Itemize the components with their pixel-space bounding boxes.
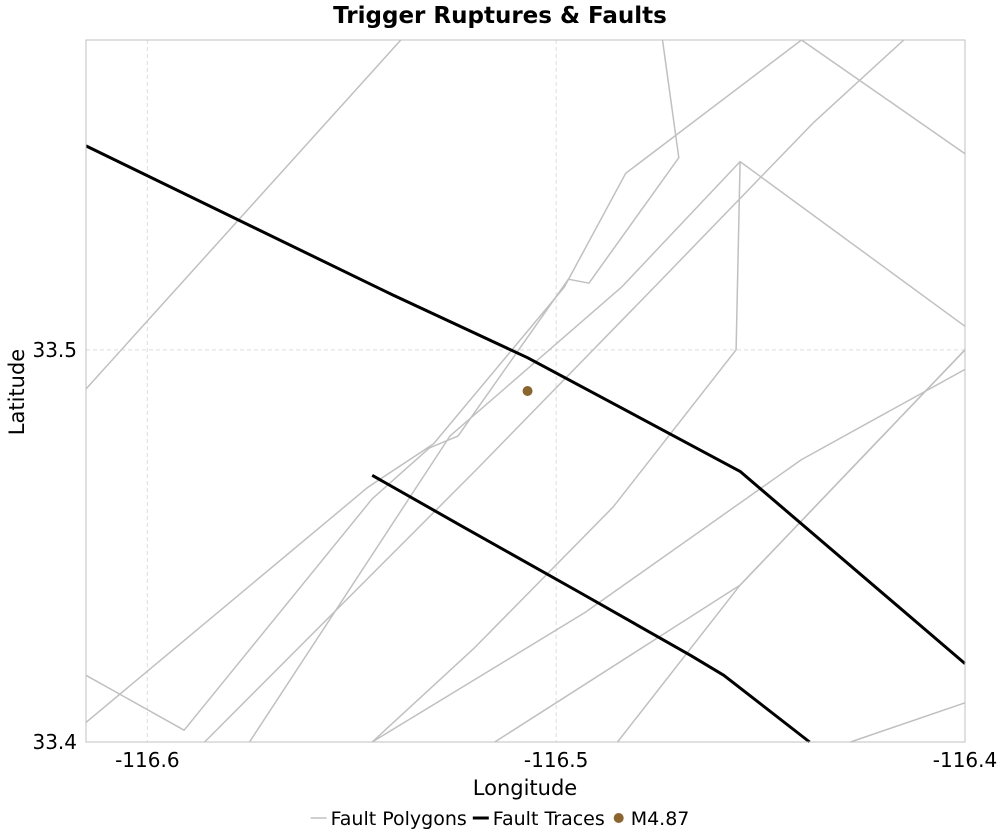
x-tick-label: -116.4 — [933, 748, 997, 772]
fault-polygon-10 — [801, 39, 966, 155]
legend-label: Fault Polygons — [331, 808, 467, 830]
x-tick-label: -116.6 — [115, 748, 179, 772]
tick-labels: -116.6 -116.5 -116.4 33.5 33.4 — [32, 338, 997, 772]
x-axis-label: Longitude — [473, 776, 577, 800]
y-axis-label: Latitude — [5, 349, 29, 435]
x-tick-label: -116.5 — [524, 748, 588, 772]
legend-label: M4.87 — [631, 808, 690, 830]
fault-polygon-5 — [371, 160, 966, 743]
y-tick-label: 33.5 — [32, 338, 77, 362]
chart-title: Trigger Ruptures & Faults — [333, 3, 667, 29]
fault-polygon-6 — [371, 368, 966, 743]
fault-polygon-1 — [85, 39, 680, 731]
fault-polygon-8 — [616, 349, 966, 743]
legend: Fault Polygons Fault Traces M4.87 — [310, 808, 690, 830]
fault-polygon-3 — [204, 39, 905, 743]
fault-polygon-0 — [85, 39, 402, 390]
fault-polygon-2 — [85, 39, 802, 723]
legend-item-2: M4.87 — [613, 808, 690, 830]
fault-trace-1 — [371, 473, 811, 744]
epicenter-point — [522, 386, 533, 396]
legend-item-1: Fault Traces — [472, 808, 605, 830]
plot-area — [85, 39, 966, 744]
fault-trace-0 — [85, 144, 966, 665]
y-tick-label: 33.4 — [32, 730, 77, 754]
plot-frame — [85, 39, 966, 743]
legend-point-swatch — [613, 813, 624, 823]
fault-polygon-9 — [850, 702, 966, 743]
legend-item-0: Fault Polygons — [310, 808, 467, 830]
legend-label: Fault Traces — [493, 808, 605, 830]
